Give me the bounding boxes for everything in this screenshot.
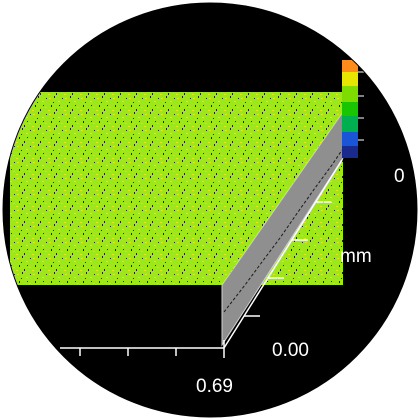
surface-texture bbox=[10, 92, 343, 285]
colorbar-swatch-1 bbox=[342, 60, 358, 72]
colorbar bbox=[342, 60, 364, 158]
wall-profile-line bbox=[223, 149, 343, 313]
colorbar-swatch-3 bbox=[342, 86, 358, 102]
colorbar-swatch-2 bbox=[342, 72, 358, 86]
colorbar-swatch-6 bbox=[342, 132, 358, 146]
colorbar-swatch-5 bbox=[342, 116, 358, 132]
colorbar-swatch-7 bbox=[342, 146, 358, 158]
x-axis bbox=[60, 340, 225, 358]
z-axis-unit-label: mm bbox=[340, 246, 372, 267]
colorbar-swatch-4 bbox=[342, 102, 358, 116]
x-axis-end-label: 0.69 bbox=[196, 376, 233, 397]
z-axis-zero-label: 0.00 bbox=[272, 340, 309, 361]
z-axis bbox=[223, 159, 343, 349]
colorbar-partial-label: 0 bbox=[394, 166, 405, 187]
